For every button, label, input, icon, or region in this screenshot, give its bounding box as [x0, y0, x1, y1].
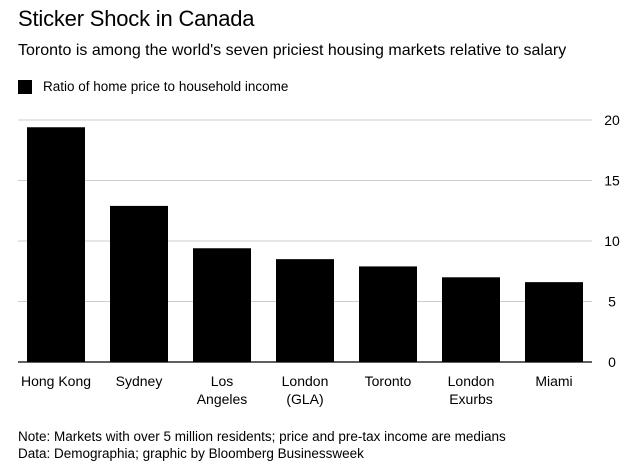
x-tick-label-line: Sydney [116, 373, 163, 389]
x-tick-label: Sydney [116, 373, 163, 389]
x-tick-label-line: Miami [535, 373, 572, 389]
x-tick-label: Toronto [365, 373, 412, 389]
bar [110, 205, 168, 362]
chart-subtitle: Toronto is among the world's seven prici… [18, 42, 567, 59]
x-tick-label-line: Los [211, 373, 234, 389]
bar [525, 282, 583, 362]
bar [27, 127, 85, 362]
x-tick-label-line: Angeles [197, 391, 248, 407]
legend-label: Ratio of home price to household income [43, 79, 289, 94]
y-tick-label: 20 [604, 112, 620, 128]
x-tick-label-line: Hong Kong [21, 373, 91, 389]
x-tick-label: Hong Kong [21, 373, 91, 389]
y-tick-label: 15 [604, 173, 620, 189]
x-tick-label: Miami [535, 373, 572, 389]
chart-notes: Note: Markets with over 5 million reside… [18, 428, 506, 462]
x-tick-label: London Exurbs [448, 373, 495, 407]
x-tick-label: Los Angeles [197, 373, 248, 407]
bar [276, 259, 334, 362]
y-tick-label: 5 [608, 294, 616, 310]
bar [193, 248, 251, 362]
source-text: Data: Demographia; graphic by Bloomberg … [18, 446, 364, 461]
y-tick-label: 10 [604, 233, 620, 249]
note-text: Note: Markets with over 5 million reside… [18, 429, 506, 444]
bar [442, 277, 500, 362]
x-tick-label-line: (GLA) [286, 391, 323, 407]
x-tick-label-line: London [448, 373, 495, 389]
x-tick-label-line: Exurbs [449, 391, 493, 407]
x-tick-label-line: Toronto [365, 373, 412, 389]
x-tick-label-line: London [282, 373, 329, 389]
x-tick-label: London (GLA) [282, 373, 329, 407]
legend-swatch [18, 79, 32, 94]
bar [359, 266, 417, 362]
legend: Ratio of home price to household income [18, 79, 288, 94]
chart-title: Sticker Shock in Canada [18, 6, 255, 31]
y-tick-label: 0 [608, 354, 616, 370]
